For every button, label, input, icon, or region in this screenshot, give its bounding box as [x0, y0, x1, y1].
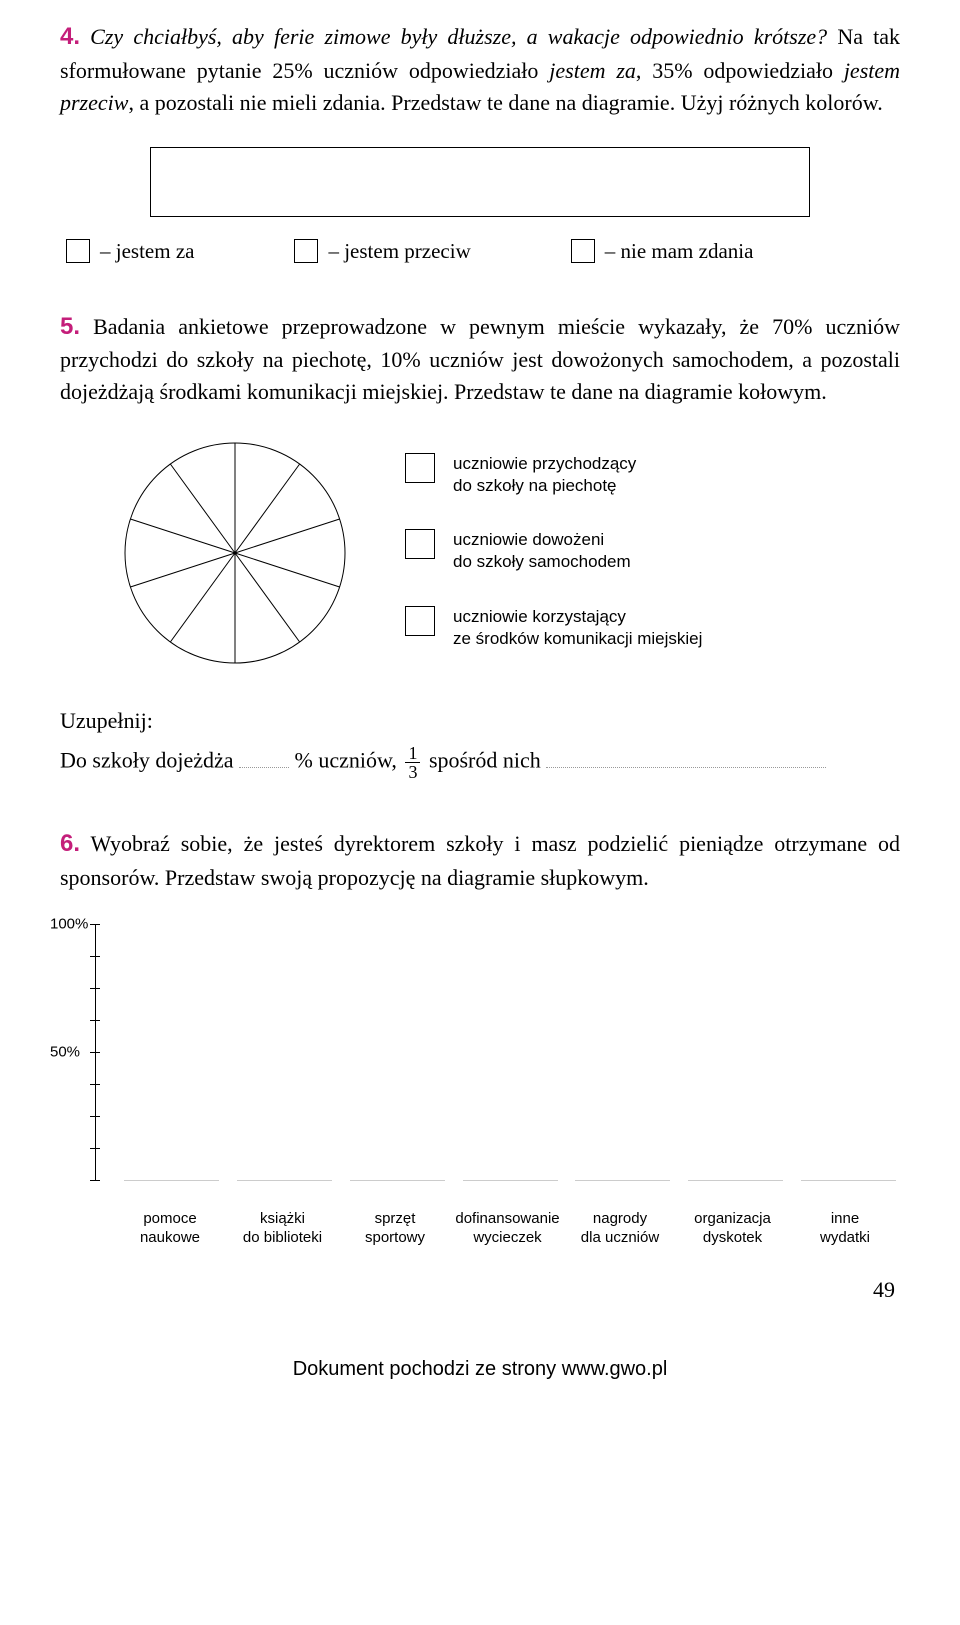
task4-body-3: , a pozostali nie mieli zdania. Przedsta… — [128, 90, 882, 115]
document-footer: Dokument pochodzi ze strony www.gwo.pl — [60, 1358, 900, 1381]
pie-legend-0-l2: do szkoły na piechotę — [453, 476, 617, 495]
task5: 5. Badania ankietowe przeprowadzone w pe… — [60, 310, 900, 409]
legend-item-za: – jestem za — [66, 239, 194, 264]
task6-body: Wyobraź sobie, że jesteś dyrektorem szko… — [60, 831, 900, 890]
fill-blank-1[interactable] — [239, 767, 289, 768]
frac-den: 3 — [405, 763, 420, 781]
task5-body: Badania ankietowe przeprowadzone w pewny… — [60, 314, 900, 405]
task5-pie-section: uczniowie przychodzący do szkoły na piech… — [120, 438, 900, 668]
color-box-samochod[interactable] — [405, 529, 435, 559]
legend-label-przeciw: – jestem przeciw — [328, 239, 470, 264]
legend-label-za: – jestem za — [100, 239, 194, 264]
legend-item-przeciw: – jestem przeciw — [294, 239, 470, 264]
bar-category: książkido biblioteki — [228, 1210, 338, 1248]
legend-label-niemam: – nie mam zdania — [605, 239, 754, 264]
color-box-za[interactable] — [66, 239, 90, 263]
task5-number: 5. — [60, 313, 80, 340]
task4: 4. Czy chciałbyś, aby ferie zimowe były … — [60, 20, 900, 119]
color-box-niemam[interactable] — [571, 239, 595, 263]
bar-category: dofinansowaniewycieczek — [453, 1210, 563, 1248]
bar-chart-categories: pomocenaukoweksiążkido bibliotekisprzęts… — [115, 1210, 900, 1248]
bar-category: organizacjadyskotek — [678, 1210, 788, 1248]
pie-legend-samochod: uczniowie dowożeni do szkoły samochodem — [405, 529, 702, 573]
frac-num: 1 — [405, 744, 420, 763]
task6-number: 6. — [60, 830, 80, 857]
bar-chart[interactable]: 100%50% — [60, 924, 900, 1204]
pie-legend-0-l1: uczniowie przychodzący — [453, 454, 636, 473]
fill-text-1: Do szkoły dojeżdża — [60, 748, 239, 773]
bar-category: sprzętsportowy — [340, 1210, 450, 1248]
task5-pie-legend: uczniowie przychodzący do szkoły na piech… — [405, 453, 702, 650]
task6: 6. Wyobraź sobie, że jesteś dyrektorem s… — [60, 827, 900, 894]
pie-legend-komunikacja: uczniowie korzystający ze środków komunik… — [405, 606, 702, 650]
pie-legend-1-l1: uczniowie dowożeni — [453, 530, 604, 549]
task4-legend: – jestem za – jestem przeciw – nie mam z… — [66, 239, 900, 264]
fill-heading: Uzupełnij: — [60, 708, 900, 734]
pie-legend-1-l2: do szkoły samochodem — [453, 552, 631, 571]
bar-category: nagrodydla uczniów — [565, 1210, 675, 1248]
task4-answer-box[interactable] — [150, 147, 810, 217]
task4-italic-1: jestem za — [549, 58, 636, 83]
task4-body-2: , 35% odpowiedziało — [636, 58, 844, 83]
pie-chart-blank[interactable] — [120, 438, 350, 668]
pie-legend-2-l1: uczniowie korzystający — [453, 607, 626, 626]
worksheet-page: 4. Czy chciałbyś, aby ferie zimowe były … — [0, 0, 960, 1411]
color-box-przeciw[interactable] — [294, 239, 318, 263]
fraction-one-third: 13 — [405, 744, 420, 781]
task4-number: 4. — [60, 23, 80, 50]
page-number: 49 — [60, 1277, 895, 1303]
legend-item-niemam: – nie mam zdania — [571, 239, 754, 264]
bar-category: pomocenaukowe — [115, 1210, 225, 1248]
pie-legend-piechote: uczniowie przychodzący do szkoły na piech… — [405, 453, 702, 497]
fill-text-3: spośród nich — [423, 748, 546, 773]
fill-blank-2[interactable] — [546, 767, 826, 768]
color-box-komunikacja[interactable] — [405, 606, 435, 636]
color-box-piechote[interactable] — [405, 453, 435, 483]
bar-chart-area: 100%50% pomocenaukoweksiążkido bibliotek… — [60, 924, 900, 1248]
pie-legend-2-l2: ze środków komunikacji miejskiej — [453, 629, 702, 648]
fill-line: Do szkoły dojeżdża % uczniów, 13 spośród… — [60, 744, 900, 781]
task4-question: Czy chciałbyś, aby ferie zimowe były dłu… — [90, 24, 827, 49]
task5-fill: Uzupełnij: Do szkoły dojeżdża % uczniów,… — [60, 708, 900, 781]
fill-text-2: % uczniów, — [289, 748, 402, 773]
bar-category: innewydatki — [790, 1210, 900, 1248]
